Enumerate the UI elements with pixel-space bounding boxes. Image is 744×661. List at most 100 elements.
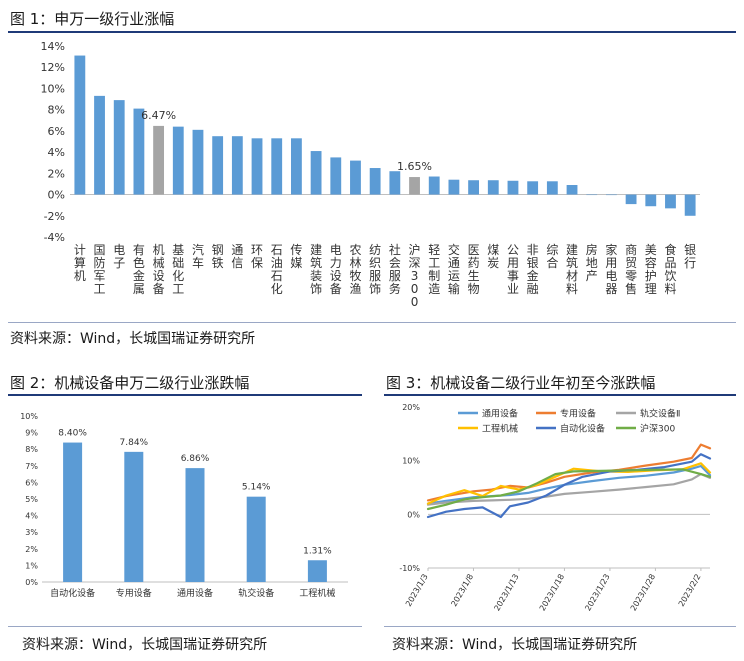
figure-1-source: 资料来源：Wind，长城国瑞证券研究所 <box>10 331 256 347</box>
bar <box>94 95 105 195</box>
x-tick-label: 食品饮料 <box>664 242 676 296</box>
bar <box>172 126 184 195</box>
x-tick-label: 2023/2/2 <box>677 573 703 609</box>
y-tick-label: 4% <box>25 512 38 521</box>
legend-label: 专用设备 <box>560 408 596 420</box>
y-tick-label: 9% <box>25 429 38 438</box>
bar <box>527 181 539 195</box>
bar <box>448 179 460 195</box>
y-tick-label: 10% <box>402 457 420 466</box>
x-tick-label: 轨交设备 <box>238 587 274 599</box>
series-line <box>426 453 712 519</box>
bar <box>684 194 696 216</box>
figure-3-source: 资料来源：Wind，长城国瑞证券研究所 <box>392 637 638 653</box>
data-label: 7.84% <box>120 438 149 448</box>
y-tick-label: 0% <box>48 189 65 202</box>
x-tick-label: 基础化工 <box>172 243 184 296</box>
figure-2-source-rule <box>8 626 362 627</box>
y-tick-label: -2% <box>44 210 65 223</box>
x-tick-label: 工程机械 <box>299 587 335 599</box>
series-line <box>426 468 712 511</box>
data-label: 6.47% <box>141 109 176 122</box>
y-tick-label: 8% <box>48 104 65 117</box>
data-label: 1.31% <box>303 546 332 556</box>
legend-label: 工程机械 <box>482 423 518 435</box>
x-tick-label: 计算机 <box>74 243 86 283</box>
figure-3-title: 图 3：机械设备二级行业年初至今涨跌幅 <box>386 374 656 392</box>
figure-2-chart: 0% 1% 2% 3% 4% 5% 6% 7% 8% 9% 10% 8.40% 自动化设备 7.84% 专用… <box>20 412 348 599</box>
x-tick-label: 综合 <box>546 243 558 270</box>
x-tick-label: 房地产 <box>586 242 598 283</box>
bar <box>389 171 401 195</box>
x-tick-label: 钢铁 <box>212 243 224 270</box>
series-line <box>426 472 712 506</box>
y-tick-label: 14% <box>41 40 65 53</box>
bar <box>251 138 263 195</box>
bar <box>246 496 266 582</box>
bar <box>124 451 144 582</box>
bar <box>192 129 204 195</box>
x-tick-label: 银行 <box>684 243 696 270</box>
figure-2-source: 资料来源：Wind，长城国瑞证券研究所 <box>22 637 268 653</box>
x-tick-label: 机械设备 <box>153 243 165 296</box>
figure-2-title: 图 2：机械设备申万二级行业涨跌幅 <box>10 374 250 392</box>
bar <box>487 180 499 195</box>
y-tick-label: 0% <box>407 510 420 519</box>
data-label: 6.86% <box>181 454 210 464</box>
x-tick-label: 国防军工 <box>94 243 106 296</box>
bar <box>185 468 205 582</box>
x-tick-label: 煤炭 <box>487 243 499 270</box>
x-tick-label: 有色金属 <box>133 243 145 296</box>
x-tick-label: 建筑装饰 <box>310 243 322 296</box>
figure-1-chart: -4% -2% 0% 2% 4% 6% 8% 10% 12% 14% 计算机国防军工电子有色金属机械… <box>41 40 700 309</box>
data-label: 8.40% <box>58 429 87 439</box>
y-tick-label: 1% <box>25 561 38 570</box>
y-tick-label: 4% <box>48 146 65 159</box>
legend-label: 自动化设备 <box>560 423 605 435</box>
bar <box>428 176 440 195</box>
y-tick-label: 10% <box>20 412 38 421</box>
y-tick-label: 6% <box>48 125 65 138</box>
x-tick-label: 美容护理 <box>645 243 657 296</box>
figure-3-source-rule <box>384 626 736 627</box>
x-tick-label: 2023/1/23 <box>583 573 611 613</box>
y-tick-label: -4% <box>44 231 65 244</box>
bar <box>546 181 558 195</box>
x-tick-label: 社会服务 <box>389 242 401 296</box>
figure-1-title: 图 1：申万一级行业涨幅 <box>10 10 175 28</box>
data-label: 5.14% <box>242 483 271 493</box>
x-tick-label: 2023/1/28 <box>629 573 657 613</box>
bar <box>605 194 617 196</box>
figure-3-chart: -10% 0% 10% 20% 2023/1/3 2023/1/8 2023/1/13 202… <box>399 403 712 613</box>
x-tick-label: 通信 <box>231 243 243 270</box>
y-tick-label: 2% <box>25 545 38 554</box>
y-tick-label: 7% <box>25 462 38 471</box>
x-tick-label: 传媒 <box>290 242 302 270</box>
series-line <box>426 443 712 502</box>
y-tick-label: -10% <box>399 564 420 573</box>
x-tick-label: 沪深 3 0 0 <box>409 243 421 309</box>
x-tick-label: 2023/1/3 <box>404 573 430 609</box>
x-tick-label: 专用设备 <box>116 587 152 599</box>
x-tick-label: 电力设备 <box>330 243 342 296</box>
x-tick-label: 农林牧渔 <box>349 243 361 296</box>
bar <box>350 160 361 195</box>
bar <box>566 185 578 195</box>
bar <box>468 180 480 195</box>
bar <box>271 138 283 195</box>
bar <box>665 194 676 209</box>
bar <box>310 151 322 195</box>
bar <box>231 136 243 195</box>
bar <box>330 157 342 195</box>
bar <box>153 125 165 195</box>
x-tick-label: 环保 <box>251 243 263 270</box>
y-tick-label: 12% <box>41 61 65 74</box>
figure-1-title-rule <box>8 31 736 33</box>
x-tick-label: 商贸零售 <box>625 242 637 296</box>
bar <box>369 168 381 195</box>
bar <box>113 100 125 195</box>
figure-1-source-rule <box>8 322 736 323</box>
y-tick-label: 2% <box>48 167 65 180</box>
bar <box>307 560 327 582</box>
y-tick-label: 0% <box>25 578 38 587</box>
